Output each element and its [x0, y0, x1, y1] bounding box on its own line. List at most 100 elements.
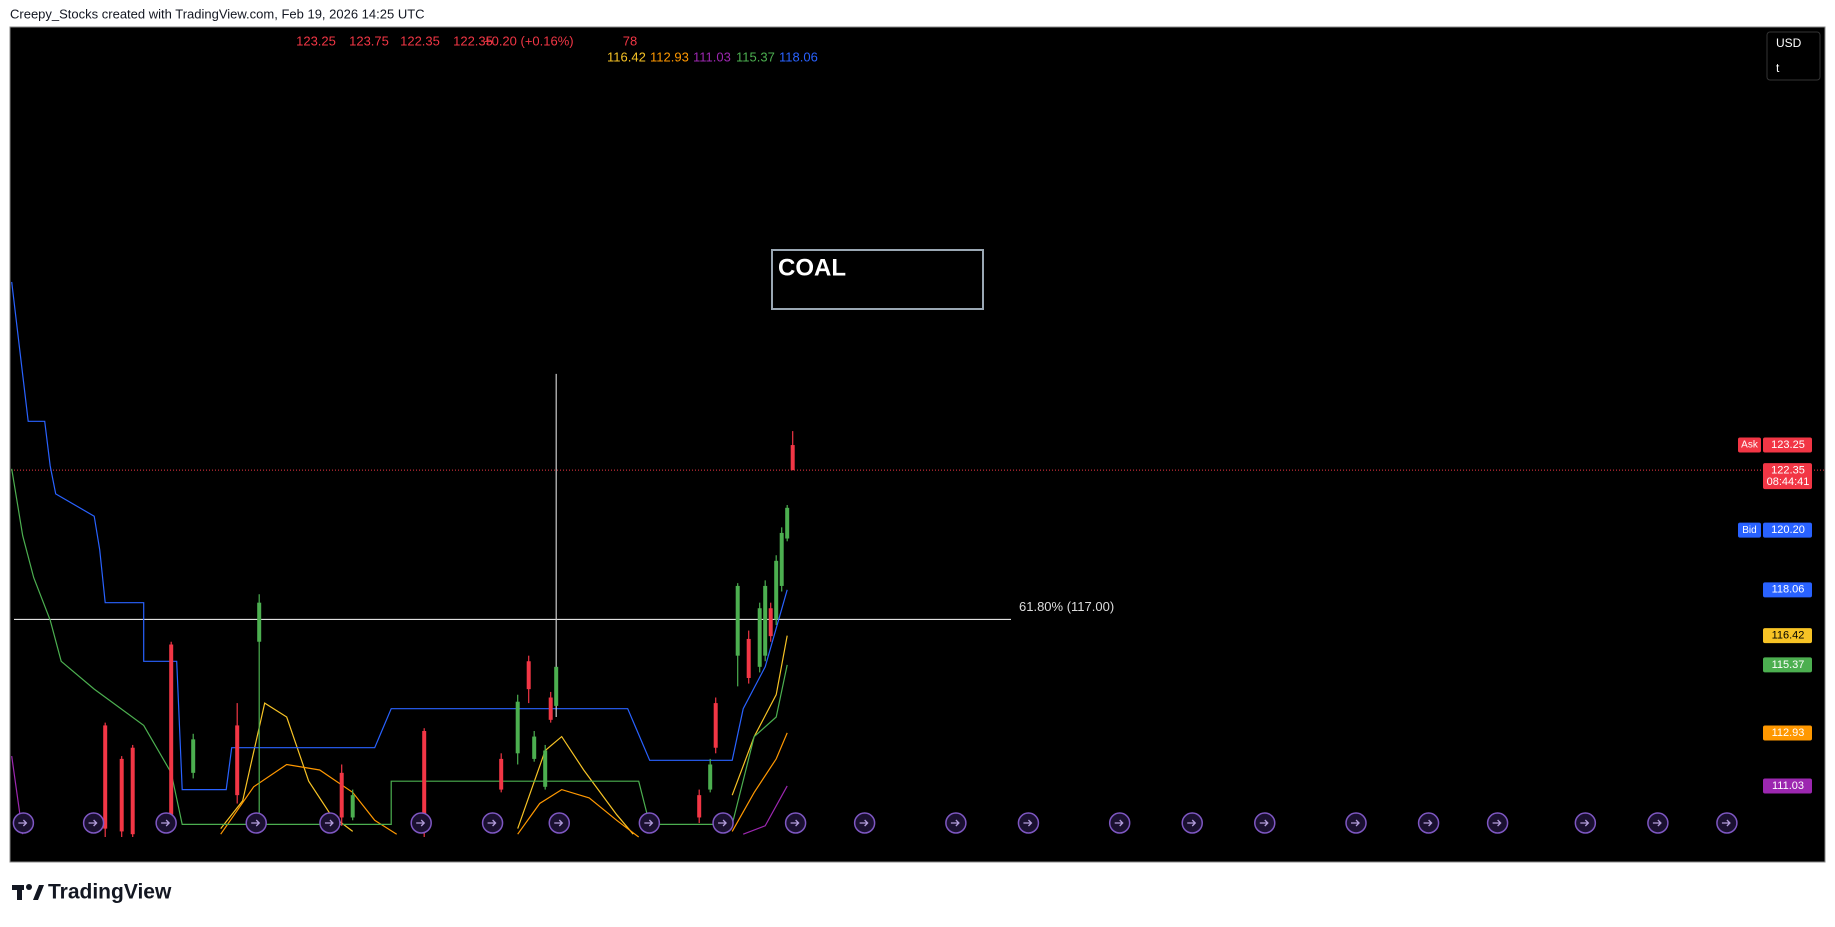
ohlc-value: +0.20 (+0.16%): [484, 33, 574, 48]
event-icon: [718, 819, 727, 827]
candle-body: [774, 560, 779, 620]
indicator-value: 115.37: [736, 49, 775, 64]
indicator-value: 112.93: [650, 49, 689, 64]
candle-body: [526, 661, 531, 690]
indicator-value: 118.06: [779, 49, 818, 64]
candle-body: [515, 701, 520, 754]
candle-body: [785, 507, 790, 539]
event-icon: [1351, 819, 1360, 827]
ohlc-value: 78: [623, 33, 637, 48]
price-label: 112.93: [1772, 727, 1805, 739]
candle-body: [708, 764, 713, 790]
price-label-note: 08:44:41: [1767, 476, 1810, 488]
event-icon: [1023, 819, 1033, 827]
event-icon: [251, 819, 261, 827]
indicator-line: [220, 732, 788, 838]
event-icon: [18, 819, 28, 827]
chart-pane: [9, 26, 1826, 863]
event-icon: [1721, 819, 1731, 827]
candle-body: [554, 666, 559, 706]
price-tag: Bid: [1742, 525, 1756, 536]
event-icon: [1580, 819, 1590, 827]
price-tag-bg: [1738, 522, 1761, 538]
price-label: 115.37: [1772, 659, 1805, 671]
price-label: 122.35: [1771, 465, 1805, 477]
event-icon: [644, 819, 654, 827]
candle-body: [763, 585, 768, 656]
price-label-bg: [1763, 778, 1812, 794]
candle-body: [339, 772, 344, 818]
candle-body: [350, 795, 355, 818]
price-label-bg: [1763, 522, 1812, 538]
event-icon: [859, 819, 869, 827]
indicator-value: 116.42: [607, 49, 646, 64]
candle-body: [422, 730, 427, 832]
candle-body: [235, 725, 240, 796]
candle-body: [779, 532, 784, 586]
price-label: 120.20: [1771, 524, 1805, 536]
price-label-bg: [1763, 437, 1812, 453]
event-icon: [790, 819, 800, 827]
currency: USD: [1776, 36, 1802, 50]
brand: TradingView: [48, 881, 172, 904]
candle-body: [548, 697, 553, 720]
candle-body: [103, 725, 108, 829]
header: Creepy_Stocks created with TradingView.c…: [10, 6, 425, 21]
price-label-bg: [1763, 582, 1812, 598]
price-tag: Ask: [1741, 440, 1759, 451]
event-icon: [487, 819, 497, 827]
event-icon: [416, 819, 426, 827]
candle-body: [735, 585, 740, 656]
plot: 61.80% (117.00)123.25 123.75 122.35 122.35+…: [11, 33, 1825, 838]
indicator-line: [11, 468, 788, 825]
event-icon: [1492, 819, 1502, 827]
candle-body: [257, 602, 262, 642]
event-icon: [950, 819, 960, 827]
candle-body: [757, 608, 762, 667]
price-label-bg: [1763, 657, 1812, 673]
candle-body: [790, 445, 795, 471]
price-label-bg: [1763, 463, 1812, 490]
event-icon: [88, 819, 98, 827]
ohlc-value: 122.35: [453, 33, 493, 48]
candle-body: [191, 739, 196, 773]
event-icon: [324, 819, 334, 827]
event-icon: [1259, 819, 1269, 827]
candle-body: [532, 736, 537, 759]
price-label-bg: [1763, 628, 1812, 644]
price-tag-bg: [1738, 437, 1761, 453]
candle-body: [768, 608, 773, 637]
candle-body: [130, 747, 135, 835]
price-label: 116.42: [1772, 629, 1805, 641]
title: COAL: [778, 254, 846, 281]
price-label: 111.03: [1772, 780, 1804, 792]
title-box: [771, 249, 984, 310]
indicator-value: 111.03: [693, 49, 731, 64]
ohlc-value: 123.75: [349, 33, 389, 48]
price-label: 118.06: [1772, 584, 1805, 596]
candle-body: [697, 795, 702, 818]
price-label: 123.25: [1771, 439, 1805, 451]
indicator-line: [11, 281, 788, 791]
event-icon: [554, 819, 564, 827]
ohlc-value: 122.35: [400, 33, 440, 48]
event-icon: [1187, 819, 1197, 827]
event-icon: [1423, 819, 1433, 827]
candle-body: [169, 644, 174, 815]
event-icon: [1114, 819, 1124, 827]
candle-body: [713, 703, 718, 748]
fib-label: 61.80% (117.00): [1019, 599, 1114, 614]
candle-body: [746, 638, 751, 678]
unit: t: [1776, 61, 1780, 75]
currency-box[interactable]: [1766, 31, 1821, 81]
ohlc-value: 123.25: [296, 33, 336, 48]
event-icon: [1652, 819, 1662, 827]
event-icon: [161, 819, 171, 827]
price-label-bg: [1763, 725, 1812, 741]
candle-body: [543, 750, 548, 787]
candle-body: [119, 758, 124, 832]
logo: [12, 884, 44, 900]
candle-body: [499, 758, 504, 790]
